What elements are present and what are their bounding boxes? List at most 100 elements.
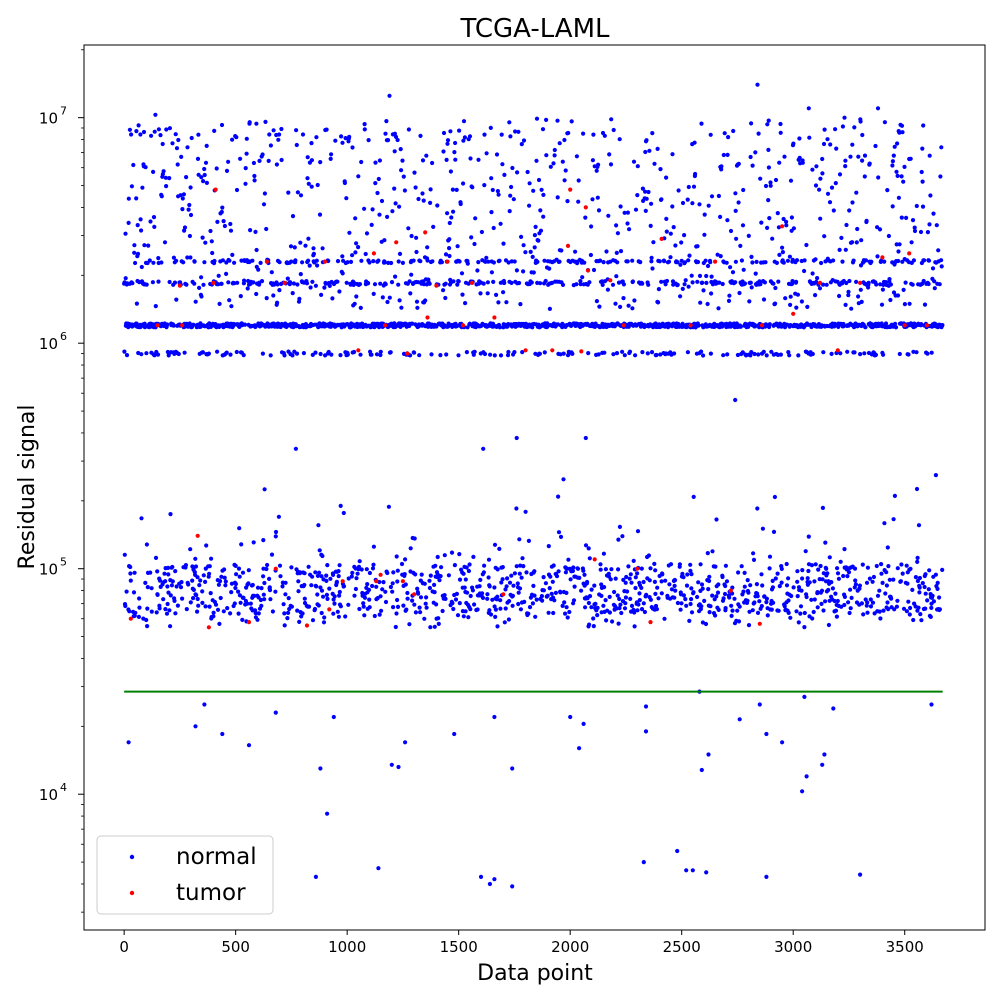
- point-normal: [802, 268, 807, 274]
- point-tumor: [461, 323, 466, 328]
- point-normal: [736, 200, 741, 205]
- point-normal: [217, 301, 222, 306]
- point-normal: [139, 352, 144, 357]
- point-normal: [493, 614, 498, 620]
- point-normal: [324, 573, 329, 578]
- point-normal: [319, 588, 325, 593]
- point-normal: [668, 562, 674, 567]
- point-normal: [716, 582, 721, 587]
- point-normal: [757, 702, 762, 707]
- point-normal: [773, 301, 778, 306]
- point-normal: [228, 228, 234, 233]
- point-normal: [552, 147, 557, 153]
- point-normal: [414, 249, 419, 255]
- point-normal: [541, 214, 546, 219]
- point-normal: [317, 212, 323, 217]
- point-normal: [162, 240, 168, 245]
- point-normal: [228, 352, 233, 357]
- point-normal: [468, 593, 473, 599]
- point-normal: [912, 228, 918, 234]
- point-normal: [497, 258, 502, 263]
- point-normal: [531, 188, 536, 193]
- point-normal: [664, 229, 669, 234]
- point-normal: [494, 292, 499, 297]
- point-normal: [787, 254, 793, 259]
- point-normal: [723, 563, 729, 568]
- point-normal: [508, 134, 513, 139]
- point-normal: [802, 610, 807, 616]
- point-normal: [933, 572, 939, 577]
- point-normal: [140, 185, 145, 190]
- point-normal: [285, 276, 290, 281]
- point-normal: [650, 266, 655, 271]
- point-normal: [409, 272, 414, 277]
- point-normal: [751, 557, 757, 563]
- point-normal: [324, 578, 329, 584]
- point-normal: [498, 353, 504, 358]
- point-normal: [534, 597, 539, 602]
- point-normal: [203, 579, 208, 585]
- point-tumor: [246, 620, 252, 625]
- point-normal: [681, 593, 687, 598]
- point-normal: [928, 614, 933, 620]
- point-normal: [129, 132, 134, 137]
- point-normal: [445, 141, 450, 146]
- point-normal: [403, 582, 408, 587]
- point-normal: [591, 132, 596, 137]
- point-normal: [306, 236, 311, 241]
- point-normal: [331, 714, 336, 720]
- point-normal: [371, 259, 376, 264]
- point-normal: [891, 577, 896, 582]
- point-normal: [591, 624, 596, 629]
- point-normal: [387, 295, 392, 300]
- point-normal: [259, 279, 265, 284]
- point-normal: [835, 566, 840, 571]
- point-normal: [294, 142, 299, 148]
- point-normal: [796, 620, 801, 625]
- point-normal: [317, 570, 322, 575]
- point-normal: [875, 106, 881, 111]
- point-normal: [916, 523, 922, 528]
- point-tumor: [568, 187, 573, 192]
- point-tumor: [356, 348, 361, 353]
- point-normal: [180, 207, 185, 212]
- point-normal: [149, 609, 154, 614]
- point-normal: [428, 200, 433, 205]
- point-normal: [815, 605, 820, 610]
- point-normal: [277, 260, 282, 265]
- point-normal: [463, 301, 468, 306]
- point-normal: [635, 529, 641, 534]
- point-normal: [485, 291, 490, 296]
- point-normal: [586, 546, 591, 551]
- point-normal: [679, 240, 684, 245]
- point-normal: [921, 123, 926, 128]
- point-normal: [533, 224, 538, 229]
- point-normal: [892, 144, 897, 149]
- point-normal: [488, 352, 493, 357]
- point-normal: [797, 136, 802, 141]
- point-normal: [870, 600, 876, 605]
- point-normal: [212, 128, 217, 133]
- point-normal: [201, 282, 206, 287]
- point-normal: [685, 197, 690, 202]
- point-normal: [886, 564, 891, 569]
- point-normal: [642, 609, 648, 615]
- point-normal: [238, 600, 243, 605]
- point-normal: [901, 287, 906, 292]
- point-normal: [290, 214, 296, 219]
- point-normal: [635, 571, 640, 576]
- point-normal: [903, 280, 908, 285]
- point-normal: [373, 160, 378, 165]
- point-normal: [781, 216, 786, 222]
- point-normal: [910, 282, 915, 287]
- point-normal: [512, 350, 517, 355]
- point-normal: [313, 874, 318, 880]
- point-normal: [777, 252, 782, 257]
- point-normal: [770, 585, 776, 590]
- point-normal: [563, 611, 568, 616]
- point-normal: [748, 583, 753, 588]
- y-tick-exponent: 4: [60, 781, 67, 794]
- point-normal: [484, 151, 489, 156]
- point-normal: [206, 351, 211, 356]
- point-normal: [749, 121, 754, 126]
